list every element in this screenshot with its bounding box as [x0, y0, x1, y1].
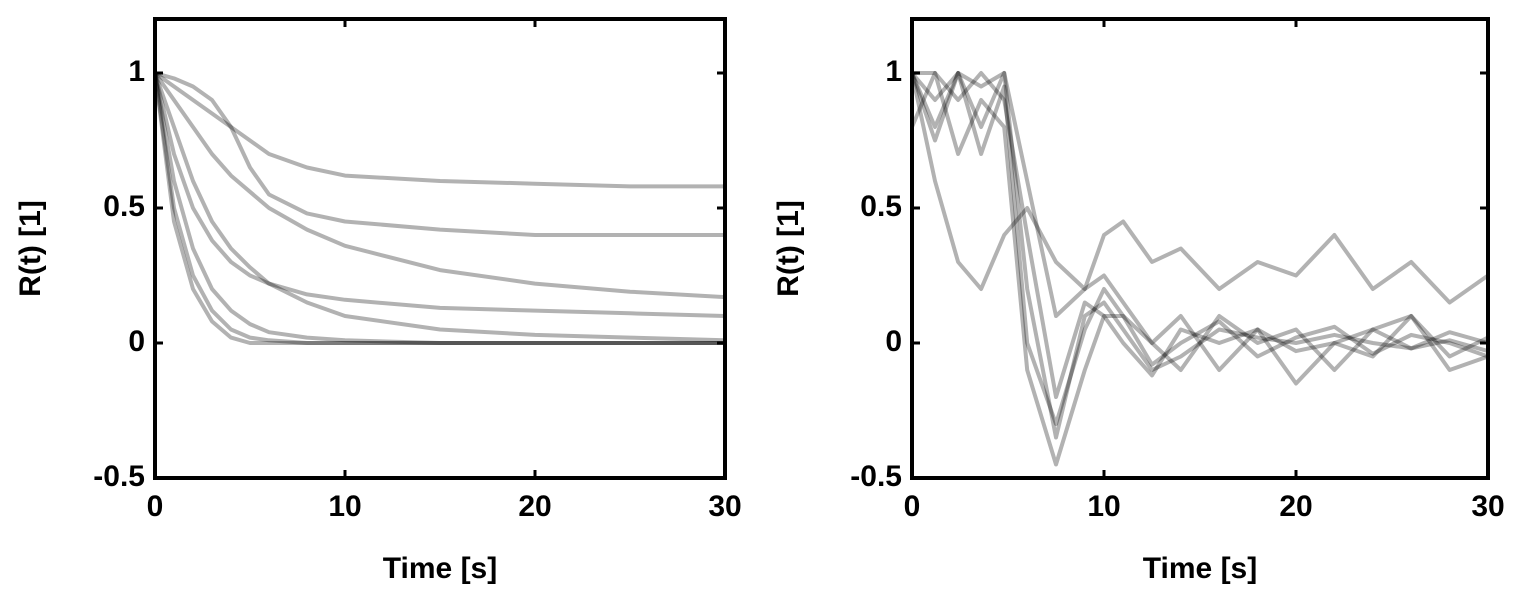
- x-tick-label: 20: [1279, 490, 1312, 523]
- y-tick-label: 1: [128, 55, 145, 88]
- x-tick-label: 10: [1087, 490, 1120, 523]
- y-tick-label: 0: [128, 325, 145, 358]
- y-axis-label: R(t) [1]: [772, 200, 805, 297]
- curve: [912, 71, 1489, 399]
- curve: [910, 71, 1489, 386]
- curve: [153, 72, 725, 345]
- curve: [153, 71, 726, 300]
- curve: [153, 72, 726, 343]
- curve: [153, 71, 725, 189]
- curve: [910, 72, 1490, 305]
- y-tick-label: 0: [885, 325, 902, 358]
- y-tick-label: 0.5: [860, 190, 902, 223]
- x-axis-label: Time [s]: [1143, 552, 1257, 585]
- x-tick-label: 30: [708, 490, 741, 523]
- curve: [153, 72, 725, 345]
- curve: [153, 72, 726, 318]
- curve: [910, 71, 1489, 440]
- curve: [910, 71, 1489, 467]
- y-tick-label: 1: [885, 55, 902, 88]
- curve: [153, 72, 725, 345]
- curve: [910, 71, 1489, 426]
- x-tick-label: 10: [328, 490, 361, 523]
- plot-frame: [910, 17, 1490, 480]
- y-tick-label: 0.5: [103, 190, 145, 223]
- x-tick-label: 20: [518, 490, 551, 523]
- y-tick-label: -0.5: [93, 460, 145, 493]
- x-tick-label: 30: [1471, 490, 1504, 523]
- x-tick-label: 0: [147, 490, 164, 523]
- x-axis-label: Time [s]: [383, 552, 497, 585]
- plot-frame: [153, 17, 727, 480]
- curve: [154, 71, 725, 237]
- y-tick-label: -0.5: [850, 460, 902, 493]
- y-axis-label: R(t) [1]: [14, 200, 47, 297]
- x-tick-label: 0: [904, 490, 921, 523]
